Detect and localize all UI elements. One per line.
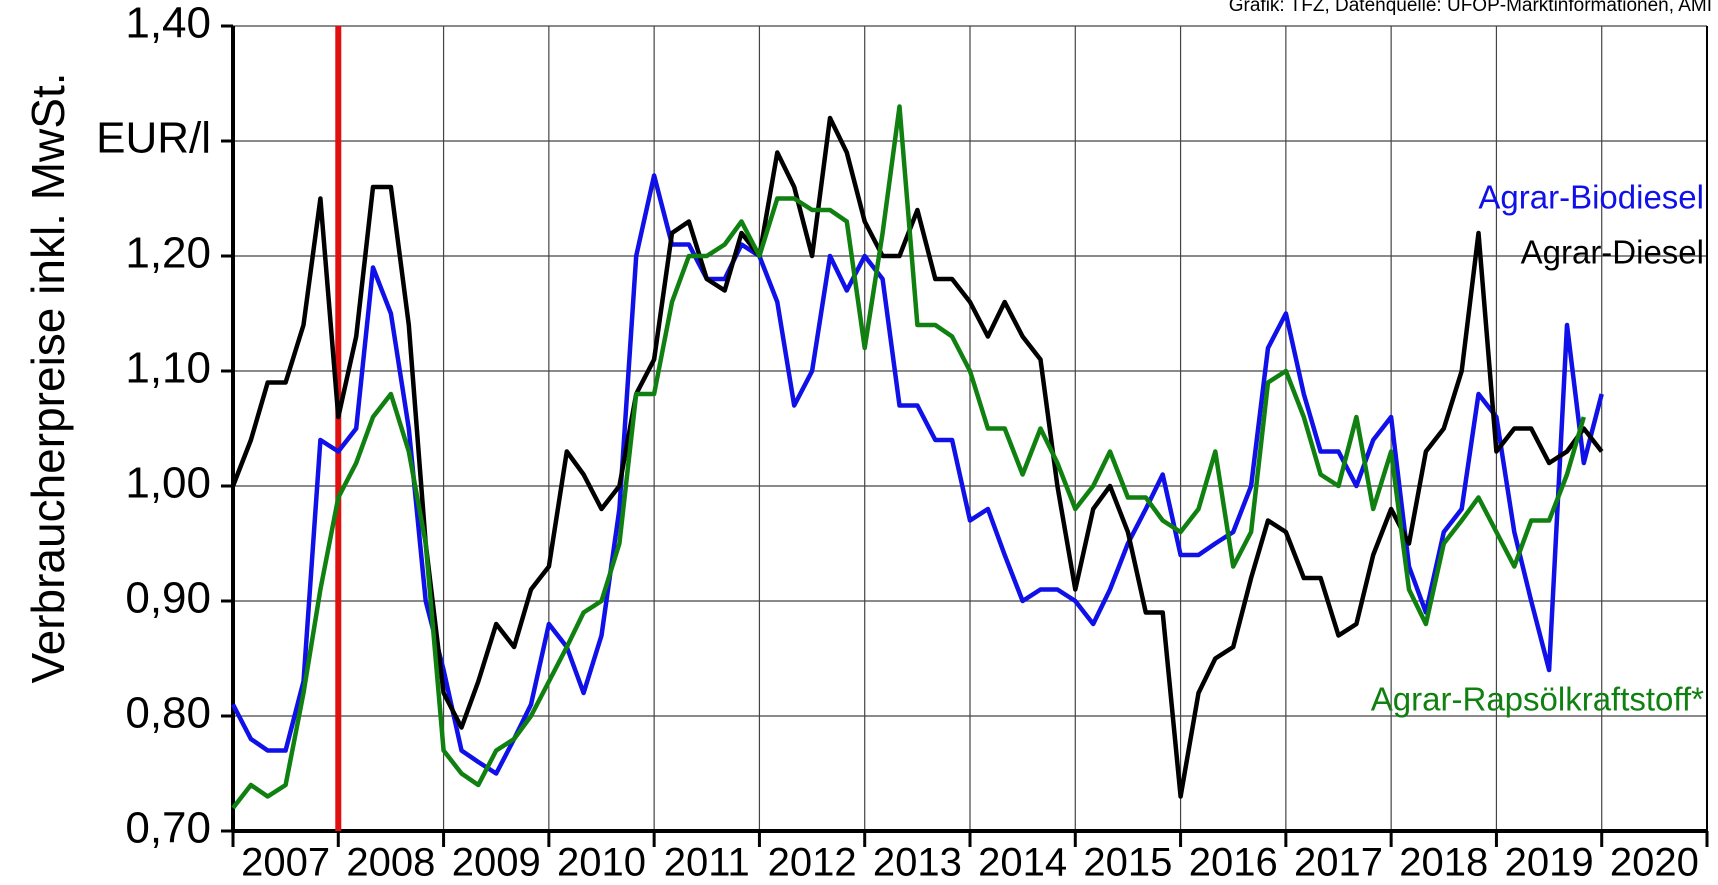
x-tick-label: 2012	[768, 841, 857, 885]
series-label: Agrar-Biodiesel	[1478, 179, 1704, 216]
series-label: Agrar-Rapsölkraftstoff*	[1371, 681, 1704, 718]
x-tick-label: 2013	[873, 841, 962, 885]
y-tick-label: 1,10	[125, 344, 211, 393]
series-line	[231, 173, 1604, 776]
x-tick-label: 2015	[1083, 841, 1172, 885]
y-tick-label: 0,80	[125, 689, 211, 738]
x-tick-label: 2014	[978, 841, 1067, 885]
x-tick-label: 2011	[664, 841, 750, 885]
series-label: Agrar-Diesel	[1521, 234, 1704, 271]
x-tick-label: 2010	[557, 841, 646, 885]
x-tick-label: 2008	[346, 841, 435, 885]
y-tick-label: 1,20	[125, 229, 211, 278]
x-tick-label: 2009	[452, 841, 541, 885]
y-axis-label: Verbraucherpreise inkl. MwSt.	[22, 72, 74, 683]
x-tick-label: 2018	[1399, 841, 1488, 885]
y-tick-label: 0,90	[125, 574, 211, 623]
series-line	[231, 104, 1586, 810]
x-tick-label: 2007	[241, 841, 330, 885]
x-tick-label: 2020	[1610, 841, 1699, 885]
source-note: Grafik: TFZ, Datenquelle: UFOP-Marktinfo…	[1229, 0, 1712, 16]
x-tick-label: 2016	[1189, 841, 1278, 885]
x-tick-label: 2017	[1294, 841, 1383, 885]
y-tick-label: 1,40	[125, 0, 211, 48]
y-tick-label: 0,70	[125, 804, 211, 853]
y-tick-label: 1,00	[125, 459, 211, 508]
y-tick-label: EUR/l	[96, 114, 211, 163]
x-tick-label: 2019	[1505, 841, 1594, 885]
series-line	[230, 115, 1604, 799]
